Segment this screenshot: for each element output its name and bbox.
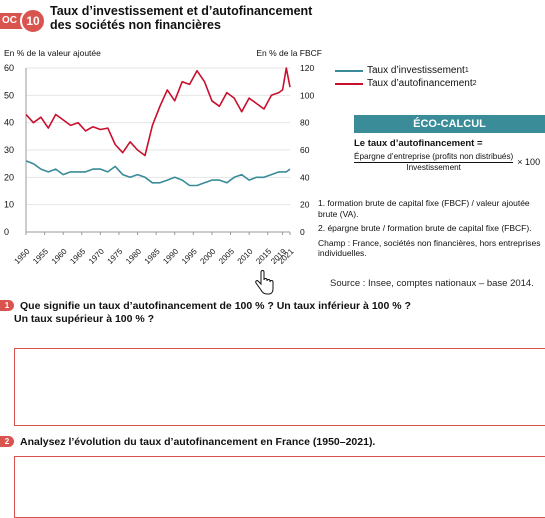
x-tick-label: 1960 xyxy=(50,247,69,266)
chart-notes: 1. formation brute de capital fixe (FBCF… xyxy=(318,198,545,263)
chart-container: En % de la valeur ajoutée En % de la FBCF… xyxy=(0,46,330,286)
right-tick-label: 0 xyxy=(300,227,305,237)
question-1: 1 Que signifie un taux d’autofinancement … xyxy=(0,300,411,326)
x-tick-label: 1990 xyxy=(161,247,180,266)
right-tick-label: 20 xyxy=(300,200,310,210)
note-champ: Champ : France, sociétés non financières… xyxy=(318,237,541,259)
x-tick-label: 1980 xyxy=(124,247,143,266)
left-tick-label: 0 xyxy=(4,227,9,237)
legend-swatch-selffinancing xyxy=(335,82,363,85)
question-2: 2 Analysez l’évolution du taux d’autofina… xyxy=(0,436,375,449)
x-tick-label: 1950 xyxy=(13,247,32,266)
x-tick-label: 1975 xyxy=(106,247,125,266)
x-tick-label: 1970 xyxy=(87,247,106,266)
left-tick-label: 50 xyxy=(4,90,14,100)
legend-label-selffinancing: Taux d’autofinancement xyxy=(367,78,473,89)
legend-label-investment: Taux d’investissement xyxy=(367,65,465,76)
question-2-text: Analysez l’évolution du taux d’autofinan… xyxy=(20,436,376,448)
x-tick-label: 1955 xyxy=(31,247,50,266)
left-tick-label: 30 xyxy=(4,145,14,155)
legend-sup-selffinancing: 2 xyxy=(472,80,477,87)
legend-item-investment: Taux d’investissement 1 xyxy=(335,64,477,77)
doc-number: 10 xyxy=(20,8,46,34)
x-tick-label: 1995 xyxy=(180,247,199,266)
right-tick-label: 80 xyxy=(300,118,310,128)
legend-sup-investment: 1 xyxy=(464,67,469,74)
x-tick-label: 2010 xyxy=(236,247,255,266)
hand-cursor-icon xyxy=(255,270,274,295)
document-title: Taux d’investissement et d’autofinanceme… xyxy=(50,4,350,32)
left-axis-label: En % de la valeur ajoutée xyxy=(4,48,101,58)
x-tick-label: 1965 xyxy=(68,247,87,266)
right-tick-label: 120 xyxy=(300,63,314,73)
title-line-2: des sociétés non financières xyxy=(50,18,221,32)
legend-item-selffinancing: Taux d’autofinancement 2 xyxy=(335,77,477,90)
eco-formula: Épargne d’entreprise (profits non distri… xyxy=(354,152,545,172)
question-2-number: 2 xyxy=(0,436,14,447)
left-tick-label: 40 xyxy=(4,118,14,128)
line-chart: En % de la valeur ajoutée En % de la FBCF… xyxy=(4,48,322,266)
formula-multiplier: × 100 xyxy=(517,157,541,167)
answer-box-1[interactable] xyxy=(14,348,545,426)
eco-calcul-box: ÉCO-CALCUL Le taux d’autofinancement = É… xyxy=(318,115,545,181)
right-tick-label: 100 xyxy=(300,90,314,100)
question-1-line-1: Que signifie un taux d’autofinancement d… xyxy=(20,300,411,312)
right-tick-label: 60 xyxy=(300,145,310,155)
question-1-line-2: Un taux supérieur à 100 % ? xyxy=(14,313,155,325)
chart-legend: Taux d’investissement 1 Taux d’autofinanc… xyxy=(335,64,477,90)
right-tick-label: 40 xyxy=(300,172,310,182)
left-tick-label: 20 xyxy=(4,172,14,182)
x-tick-label: 2015 xyxy=(254,247,273,266)
left-tick-label: 60 xyxy=(4,63,14,73)
left-tick-label: 10 xyxy=(4,200,14,210)
eco-definition: Le taux d’autofinancement = xyxy=(354,138,483,149)
series-line-selffinancing xyxy=(25,67,291,157)
series-line-investment xyxy=(25,160,291,187)
title-line-1: Taux d’investissement et d’autofinanceme… xyxy=(50,4,313,18)
x-tick-label: 2005 xyxy=(217,247,236,266)
document-badge: OC 10 xyxy=(0,4,46,38)
eco-calcul-header: ÉCO-CALCUL xyxy=(354,115,545,133)
answer-box-2[interactable] xyxy=(14,456,545,518)
x-tick-label: 1985 xyxy=(143,247,162,266)
note-2: 2. épargne brute / formation brute de ca… xyxy=(318,223,532,233)
note-1: 1. formation brute de capital fixe (FBCF… xyxy=(318,198,530,219)
formula-numerator: Épargne d’entreprise (profits non distri… xyxy=(354,152,514,163)
legend-swatch-investment xyxy=(335,69,363,72)
x-tick-label: 2000 xyxy=(198,247,217,266)
formula-denominator: Investissement xyxy=(406,163,461,172)
right-axis-label: En % de la FBCF xyxy=(256,48,322,58)
source-text: Source : Insee, comptes nationaux – base… xyxy=(330,278,534,289)
question-1-number: 1 xyxy=(0,300,14,311)
